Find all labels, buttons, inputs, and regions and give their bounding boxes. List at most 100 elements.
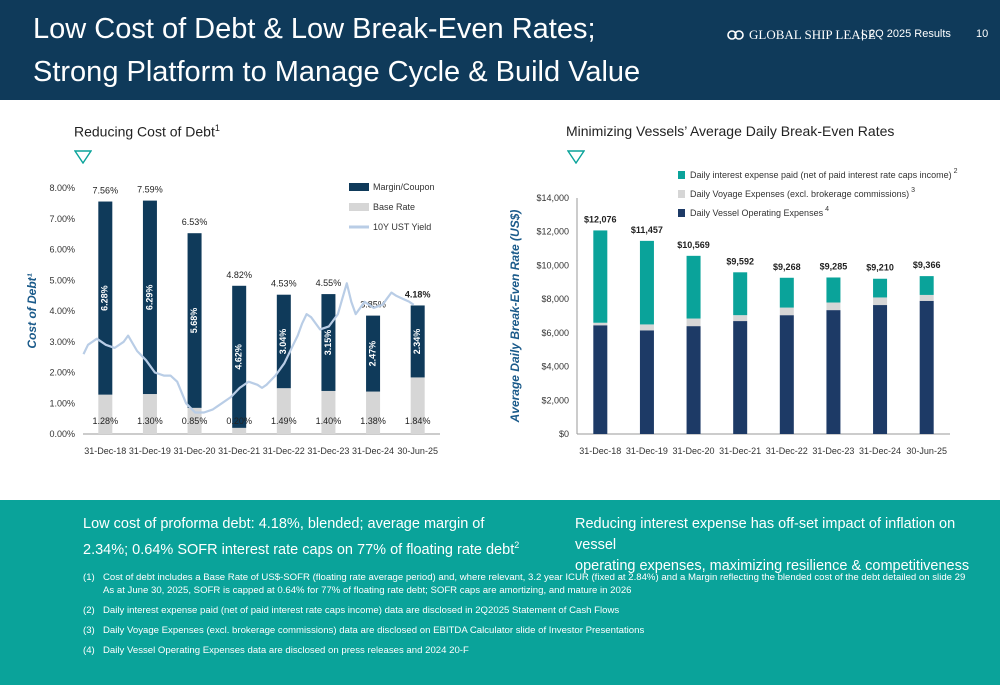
- y-tick-label: $0: [559, 429, 569, 439]
- legend-swatch: [678, 190, 685, 198]
- base-rate-bar: [366, 391, 381, 434]
- base-rate-bar: [321, 390, 336, 434]
- margin-label: 3.04%: [278, 329, 288, 355]
- opex-bar: [733, 321, 748, 434]
- base-rate-label: 0.20%: [226, 416, 252, 426]
- y-tick-label: $10,000: [536, 260, 569, 270]
- interest-bar: [686, 255, 701, 319]
- header-separator: |: [861, 27, 865, 41]
- x-tick-label: 31-Dec-20: [174, 446, 216, 456]
- left-panel-title: Reducing Cost of Debt1: [74, 123, 220, 140]
- y-tick-label: $6,000: [541, 328, 569, 338]
- right-panel-title: Minimizing Vessels’ Average Daily Break-…: [566, 123, 895, 139]
- footnote-number: (3): [83, 625, 95, 636]
- x-tick-label: 31-Dec-19: [626, 446, 668, 456]
- y-tick-label: 1.00%: [49, 398, 75, 408]
- page-title-line1: Low Cost of Debt & Low Break-Even Rates;: [33, 13, 596, 45]
- x-tick-label: 31-Dec-22: [263, 446, 305, 456]
- footnotes-list: (1) Cost of debt includes a Base Rate of …: [83, 571, 973, 664]
- y-tick-label: $2,000: [541, 395, 569, 405]
- base-rate-label: 0.85%: [182, 416, 208, 426]
- left-panel-title-text: Reducing Cost of Debt: [74, 123, 215, 140]
- y-tick-label: 2.00%: [49, 368, 75, 378]
- base-rate-label: 1.49%: [271, 416, 297, 426]
- x-tick-label: 31-Dec-19: [129, 446, 171, 456]
- base-rate-bar: [410, 377, 425, 434]
- margin-bar: [321, 294, 336, 391]
- x-tick-label: 31-Dec-24: [859, 446, 901, 456]
- total-label: $11,457: [631, 225, 663, 235]
- voyage-bar: [593, 322, 608, 326]
- y-tick-label: 6.00%: [49, 245, 75, 255]
- voyage-bar: [826, 302, 841, 311]
- margin-label: 3.15%: [323, 330, 333, 356]
- base-rate-label: 1.28%: [93, 416, 119, 426]
- page-number: 10: [976, 28, 989, 40]
- x-tick-label: 30-Jun-25: [397, 446, 438, 456]
- footnote: (3) Daily Voyage Expenses (excl. brokerag…: [83, 624, 973, 637]
- y-tick-label: 7.00%: [49, 214, 75, 224]
- total-label: $9,285: [820, 261, 848, 271]
- takeaways-band: Low cost of proforma debt: 4.18%, blende…: [0, 500, 1000, 685]
- legend-swatch: [678, 209, 685, 217]
- interest-bar: [593, 230, 608, 323]
- margin-bar: [276, 294, 291, 389]
- base-rate-bar: [142, 394, 157, 434]
- margin-label: 6.28%: [100, 285, 110, 311]
- left-takeaway-sup: 2: [514, 540, 520, 550]
- voyage-bar: [919, 294, 934, 301]
- base-rate-label: 1.38%: [360, 416, 386, 426]
- opex-bar: [593, 325, 608, 434]
- y-axis-label: Cost of Debt¹: [25, 273, 39, 348]
- opex-bar: [919, 300, 934, 434]
- base-rate-label: 1.30%: [137, 416, 163, 426]
- legend-label: Daily Voyage Expenses (excl. brokerage c…: [690, 189, 909, 199]
- interest-bar: [639, 240, 654, 325]
- base-rate-bar: [276, 388, 291, 434]
- legend-label: Base Rate: [373, 202, 415, 212]
- voyage-bar: [686, 318, 701, 327]
- footnote: (1) Cost of debt includes a Base Rate of …: [83, 571, 973, 597]
- legend-swatch: [678, 171, 685, 179]
- voyage-bar: [873, 297, 888, 306]
- base-rate-bar: [98, 394, 113, 434]
- y-tick-label: $8,000: [541, 294, 569, 304]
- y-tick-label: 8.00%: [49, 183, 75, 193]
- right-takeaway: Reducing interest expense has off-set im…: [575, 514, 1000, 577]
- x-tick-label: 31-Dec-21: [719, 446, 761, 456]
- results-label: 2Q 2025 Results: [869, 28, 951, 40]
- opex-bar: [779, 315, 794, 434]
- x-tick-label: 31-Dec-22: [766, 446, 808, 456]
- footnote-number: (4): [83, 645, 95, 656]
- legend-swatch: [349, 203, 369, 211]
- footnote-number: (1): [83, 572, 95, 583]
- total-label: $9,268: [773, 262, 801, 272]
- x-tick-label: 31-Dec-18: [579, 446, 621, 456]
- margin-label: 2.34%: [412, 329, 422, 355]
- header-banner: Low Cost of Debt & Low Break-Even Rates;…: [0, 0, 1000, 100]
- x-tick-label: 31-Dec-23: [812, 446, 854, 456]
- legend-label: 10Y UST Yield: [373, 222, 431, 232]
- x-tick-label: 31-Dec-23: [307, 446, 349, 456]
- x-tick-label: 31-Dec-18: [84, 446, 126, 456]
- margin-bar: [410, 305, 425, 378]
- y-tick-label: $14,000: [536, 193, 569, 203]
- interest-bar: [733, 272, 748, 316]
- base-rate-label: 1.84%: [405, 416, 431, 426]
- left-takeaway-line1: Low cost of proforma debt: 4.18%, blende…: [83, 516, 485, 532]
- margin-label: 2.47%: [367, 341, 377, 367]
- base-rate-bar: [232, 427, 247, 434]
- legend-footnote-sup: 3: [911, 187, 915, 194]
- x-tick-label: 31-Dec-21: [218, 446, 260, 456]
- voyage-bar: [639, 324, 654, 331]
- left-takeaway-line2: 2.34%; 0.64% SOFR interest rate caps on …: [83, 541, 515, 558]
- margin-label: 4.62%: [234, 344, 244, 370]
- yield-line: [82, 282, 415, 414]
- margin-bar: [366, 315, 381, 392]
- logo-text: GLOBAL SHIP LEASE: [749, 27, 876, 42]
- legend-footnote-sup: 2: [954, 168, 958, 175]
- y-tick-label: 4.00%: [49, 306, 75, 316]
- footnote: (4) Daily Vessel Operating Expenses data …: [83, 644, 973, 657]
- total-label: 7.59%: [137, 185, 163, 195]
- footnote-text: Cost of debt includes a Base Rate of US$…: [103, 572, 966, 596]
